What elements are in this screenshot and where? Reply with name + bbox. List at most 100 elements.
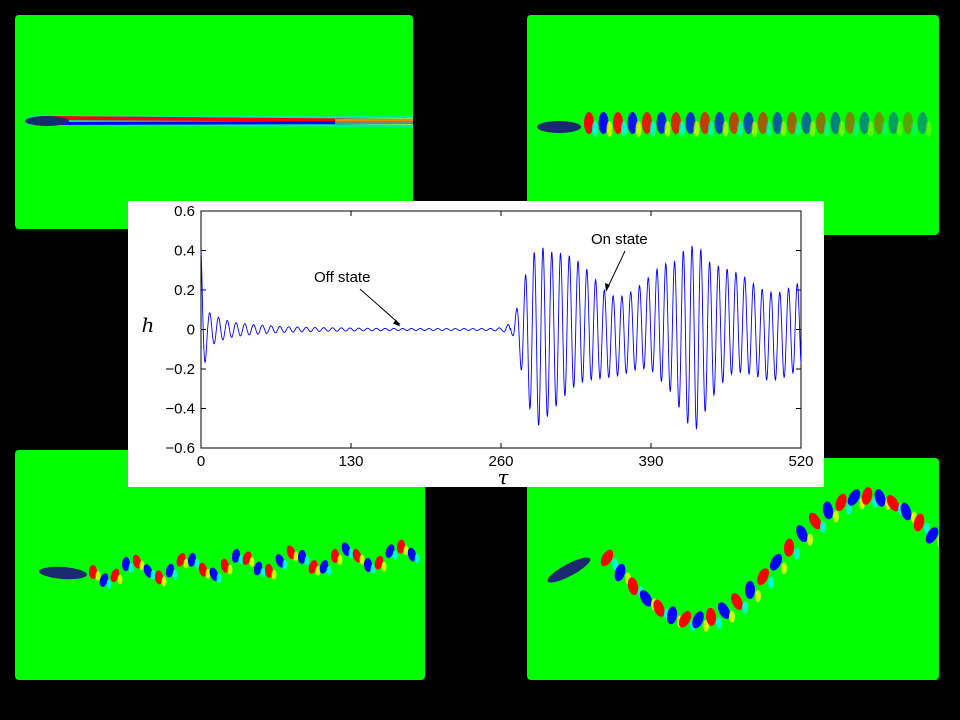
vortex	[308, 560, 318, 574]
vortex-halo	[635, 121, 642, 137]
vortex-halo	[392, 550, 398, 561]
vortex-halo	[780, 121, 787, 137]
vortex-halo	[414, 553, 420, 564]
vortex-halo	[370, 563, 376, 574]
vortex-halo	[194, 558, 200, 569]
vortex	[132, 554, 142, 569]
vortex	[176, 553, 186, 567]
vortex	[692, 611, 704, 629]
vortex	[685, 112, 696, 134]
vortex	[642, 112, 652, 134]
vortex	[900, 502, 912, 521]
vortex	[678, 611, 692, 628]
vortex	[705, 607, 717, 626]
y-tick-label: 0.6	[174, 203, 195, 220]
vortex-halo	[708, 121, 714, 137]
vortex	[744, 580, 756, 599]
vortex	[165, 563, 175, 578]
vortex	[925, 527, 939, 544]
vortex	[769, 553, 783, 571]
flow-field-image	[15, 15, 413, 229]
vortex	[220, 558, 230, 573]
flow-field-image	[527, 458, 939, 680]
vortex-halo	[592, 121, 598, 137]
series-line-h	[200, 245, 802, 431]
vortex	[264, 563, 274, 578]
vortex	[374, 555, 384, 570]
vortex-halo	[911, 121, 917, 137]
vortex	[758, 112, 768, 134]
vortex	[121, 557, 131, 572]
vortex-halo	[766, 121, 772, 137]
flow-field-image	[527, 15, 939, 235]
vortex	[319, 560, 329, 574]
vortex	[396, 539, 406, 554]
vortex	[653, 599, 665, 617]
vortex-halo	[205, 568, 211, 579]
vortex	[796, 525, 808, 543]
vortex-halo	[882, 121, 888, 137]
vortex-halo	[838, 121, 845, 137]
flow-panel-large-amplitude-wake	[527, 458, 939, 680]
vortex	[275, 554, 285, 568]
vortex-halo	[925, 121, 932, 137]
vortex	[407, 547, 417, 562]
x-tick-label: 260	[488, 453, 513, 470]
vortex	[286, 545, 296, 560]
wake-fade-yellow	[335, 118, 413, 125]
airfoil-body	[39, 566, 87, 580]
vortex	[886, 495, 900, 512]
annotation-off-state: Off state	[314, 269, 370, 286]
vortex-halo	[664, 121, 671, 137]
vortex-street	[600, 487, 939, 632]
vortex-halo	[737, 121, 743, 137]
vortex-halo	[304, 555, 310, 566]
vortex	[99, 573, 109, 587]
flow-field-image	[15, 450, 425, 680]
vortex-halo	[161, 576, 167, 587]
vortex-halo	[751, 121, 758, 137]
y-axis-label: h	[142, 313, 155, 337]
vortex	[600, 549, 614, 567]
vortex-halo	[337, 554, 343, 565]
vortex-halo	[326, 565, 332, 576]
vortex	[253, 561, 263, 576]
flow-panel-steady-wake	[15, 15, 413, 229]
vortex	[888, 112, 899, 134]
vortex-halo	[183, 558, 189, 569]
vortex	[772, 112, 783, 134]
vortex	[297, 549, 307, 564]
vortex-halo	[937, 535, 939, 547]
vortex	[845, 112, 855, 134]
x-axis-label: τ	[497, 465, 509, 487]
vortex	[154, 570, 164, 585]
time-series-chart: −0.6 −0.4 −0.2 0 0.2 0.4 0.6 0 130 260 390 520 Off…	[142, 203, 814, 487]
y-tick-label: 0.2	[174, 282, 195, 299]
annotation-arrow-off	[359, 288, 401, 325]
annotation-arrowhead-off	[393, 319, 401, 327]
vortex	[822, 501, 834, 520]
vortex	[231, 548, 241, 563]
vortex-halo	[128, 563, 134, 574]
y-axis-ticks: −0.6 −0.4 −0.2 0 0.2 0.4 0.6	[165, 203, 801, 457]
vortex-halo	[693, 121, 700, 137]
vortex-halo	[650, 121, 656, 137]
signal-series	[200, 245, 802, 431]
vortex	[714, 112, 725, 134]
vortex	[861, 487, 873, 505]
vortex-halo	[348, 548, 354, 559]
field-background	[15, 450, 425, 680]
vortex-halo	[703, 619, 709, 632]
vortex-halo	[853, 121, 859, 137]
vortex-halo	[293, 551, 299, 562]
vortex-halo	[612, 558, 618, 570]
vortex-halo	[833, 510, 839, 523]
vortex-halo	[606, 121, 613, 137]
vortex-halo	[824, 121, 830, 137]
x-tick-label: 520	[788, 453, 813, 470]
flow-panel-irregular-wake	[15, 450, 425, 680]
vortex	[787, 112, 797, 134]
vortex-halo	[315, 565, 321, 576]
vortex	[808, 512, 822, 530]
vortex	[363, 557, 373, 572]
